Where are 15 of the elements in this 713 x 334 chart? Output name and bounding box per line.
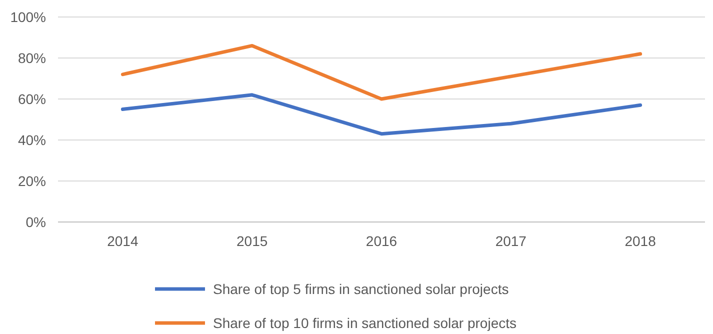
y-tick-label: 60% xyxy=(18,90,46,107)
y-tick-label: 40% xyxy=(18,132,46,148)
y-tick-label: 0% xyxy=(26,214,46,230)
legend-label: Share of top 10 firms in sanctioned solar projects xyxy=(213,314,516,331)
y-tick-label: 100% xyxy=(10,8,46,25)
x-tick-label: 2014 xyxy=(107,233,138,249)
line-series xyxy=(120,44,642,101)
y-tick-label: 80% xyxy=(18,50,46,66)
x-tick-label: 2017 xyxy=(495,233,527,249)
x-tick-label: 2018 xyxy=(624,233,656,249)
y-tick-label: 20% xyxy=(18,172,46,189)
x-tick-label: 2016 xyxy=(366,233,398,249)
line-series xyxy=(120,93,642,136)
x-tick-label: 2015 xyxy=(236,233,268,249)
legend-label: Share of top 5 firms in sanctioned solar projects xyxy=(213,280,509,297)
